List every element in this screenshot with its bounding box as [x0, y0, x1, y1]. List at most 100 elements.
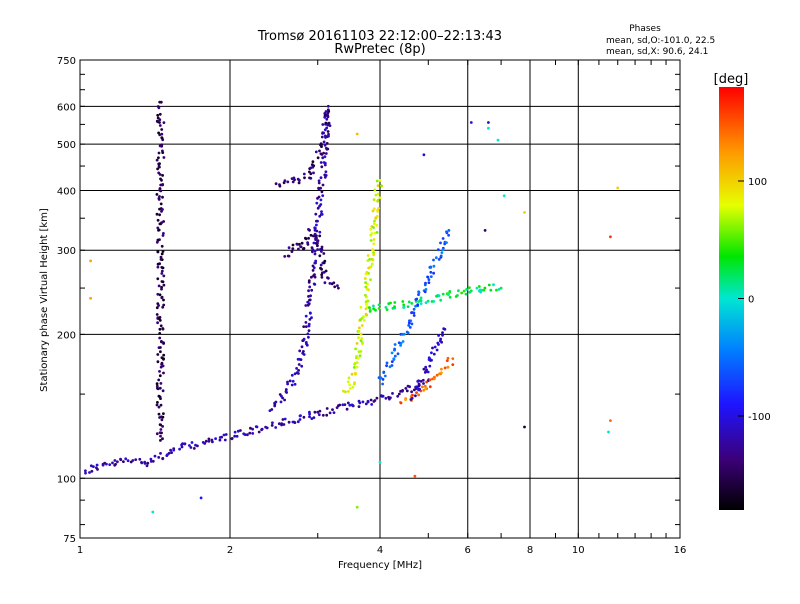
data-point	[316, 197, 319, 200]
data-point	[325, 142, 329, 145]
data-point	[160, 285, 164, 289]
data-point	[160, 136, 164, 140]
data-point	[321, 194, 325, 198]
data-point	[497, 288, 501, 291]
data-point	[433, 377, 436, 381]
data-point	[304, 341, 308, 344]
data-point	[299, 245, 302, 249]
data-point	[337, 286, 340, 290]
data-point	[146, 461, 150, 465]
data-point	[161, 151, 165, 155]
data-point	[158, 222, 162, 226]
data-point	[373, 219, 376, 223]
data-point	[161, 280, 165, 284]
data-point	[437, 258, 441, 261]
data-point	[362, 315, 365, 319]
x-tick-label: 8	[527, 545, 533, 556]
data-point	[378, 179, 382, 182]
data-point	[157, 228, 161, 232]
data-point	[297, 247, 300, 251]
data-point	[156, 250, 160, 254]
data-point	[302, 247, 305, 251]
data-point	[440, 371, 443, 375]
data-point	[346, 390, 350, 393]
data-point	[156, 277, 160, 281]
data-point	[162, 156, 166, 159]
data-point	[412, 314, 416, 317]
data-point	[320, 273, 324, 277]
data-point	[308, 170, 311, 174]
data-point	[290, 250, 294, 254]
data-point	[101, 462, 105, 466]
y-tick-label: 300	[57, 246, 76, 257]
data-point	[321, 123, 325, 126]
data-point	[434, 256, 438, 260]
data-point	[324, 170, 328, 174]
data-point	[483, 286, 487, 290]
data-point	[367, 266, 371, 270]
data-point	[157, 198, 161, 201]
data-point	[399, 401, 403, 405]
data-point	[607, 430, 610, 434]
data-point	[105, 462, 108, 466]
data-point	[95, 466, 98, 470]
data-point	[138, 457, 142, 461]
data-point	[322, 140, 326, 144]
data-point	[315, 219, 318, 223]
data-point	[274, 182, 278, 186]
data-point	[411, 393, 414, 397]
data-point	[443, 366, 447, 370]
data-point	[283, 255, 287, 258]
data-point	[371, 248, 374, 252]
data-point	[161, 250, 165, 253]
data-point	[364, 293, 367, 297]
data-point	[124, 457, 128, 461]
data-point	[418, 387, 421, 391]
data-point	[314, 212, 318, 216]
y-tick-label: 75	[63, 534, 76, 545]
data-point	[162, 298, 165, 302]
data-point	[319, 176, 323, 180]
data-point	[296, 420, 300, 424]
data-point	[287, 246, 291, 250]
data-point	[299, 358, 303, 361]
data-point	[203, 442, 207, 445]
colorbar-tick-label: -100	[748, 412, 771, 423]
data-point	[92, 465, 95, 468]
data-point	[322, 270, 326, 274]
data-point	[333, 285, 337, 289]
data-point	[293, 382, 297, 386]
data-point	[157, 412, 161, 416]
data-point	[271, 421, 274, 425]
data-point	[288, 379, 292, 383]
data-point	[318, 254, 322, 258]
data-point	[291, 180, 295, 184]
data-point	[320, 247, 324, 251]
data-point	[396, 352, 400, 356]
data-point	[230, 437, 234, 441]
data-point	[326, 135, 329, 139]
data-point	[480, 288, 484, 292]
data-point	[161, 425, 165, 428]
data-point	[502, 194, 506, 198]
data-point	[380, 395, 384, 398]
data-point	[324, 110, 328, 113]
data-point	[274, 426, 278, 429]
data-point	[318, 230, 322, 234]
data-point	[156, 360, 160, 364]
data-point	[429, 275, 433, 278]
data-point	[157, 162, 161, 166]
data-point	[372, 253, 376, 257]
data-point	[423, 290, 427, 294]
data-point	[428, 378, 432, 382]
data-point	[312, 241, 316, 245]
data-point	[282, 423, 286, 426]
y-tick-label: 750	[57, 56, 76, 67]
data-point	[160, 418, 164, 422]
data-point	[134, 458, 138, 461]
data-point	[423, 384, 427, 388]
data-point	[401, 300, 405, 303]
data-point	[445, 359, 449, 362]
x-tick-label: 10	[572, 545, 585, 556]
data-point	[151, 459, 155, 463]
